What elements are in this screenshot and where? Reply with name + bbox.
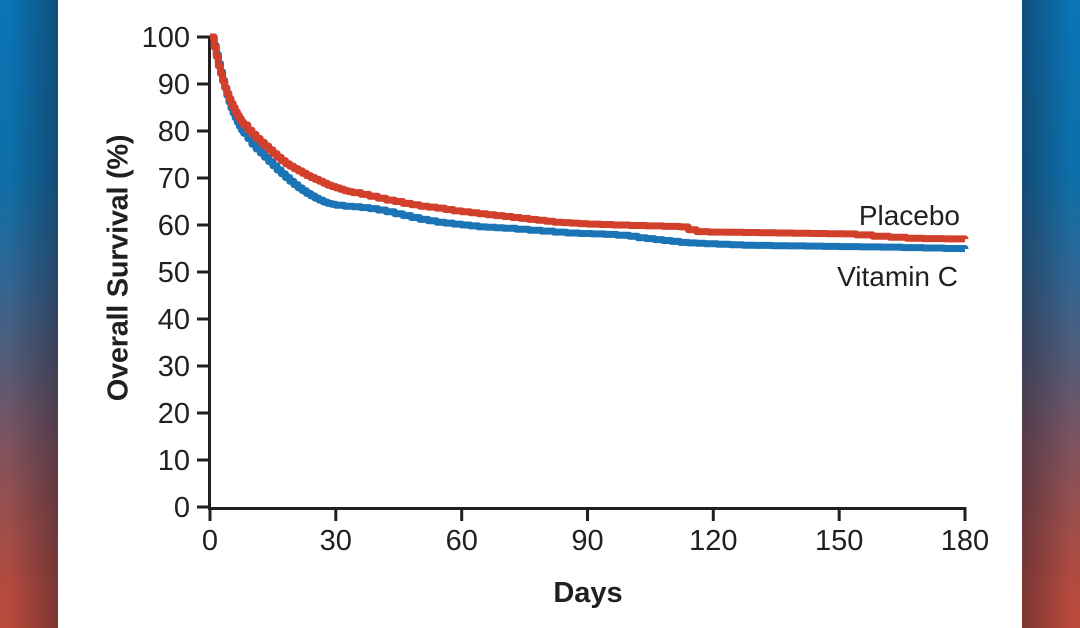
tick-labels: 0 10 20 30 40 50 60 70 80 90 100 0 30 60 90 120 150 180 [142,22,990,557]
x-tick-label: 150 [815,525,863,557]
gradient-shade [0,0,58,628]
x-tick-label: 60 [446,525,478,557]
y-tick-label: 50 [158,257,190,289]
y-tick-label: 100 [142,22,190,54]
series-label-vitamin-c: Vitamin C [837,261,958,292]
y-axis-title: Overall Survival (%) [102,134,135,402]
gradient-fill [0,0,58,628]
background-gradient-right [1022,0,1080,628]
y-tick-label: 10 [158,445,190,477]
series-label-placebo: Placebo [858,200,960,231]
y-tick-label: 30 [158,351,190,383]
y-tick-label: 90 [158,69,190,101]
y-tick-label: 20 [158,398,190,430]
y-tick-label: 0 [174,492,190,524]
x-tick-label: 180 [941,525,989,557]
y-tick-label: 80 [158,116,190,148]
x-tick-label: 90 [571,525,603,557]
axis-lines [197,35,967,521]
curve-vitamin-c [209,33,969,252]
curve-placebo [209,33,969,243]
y-tick-label: 60 [158,210,190,242]
survival-curves [209,33,969,252]
y-tick-label: 70 [158,163,190,195]
y-tick-label: 40 [158,304,190,336]
gradient-fill [1022,0,1080,628]
axes [197,35,967,521]
gradient-shade [1022,0,1080,628]
x-tick-label: 30 [320,525,352,557]
x-tick-label: 120 [689,525,737,557]
x-axis-title: Days [553,577,623,609]
x-tick-label: 0 [202,525,218,557]
background-gradient-left [0,0,58,628]
chart-panel [58,0,1022,628]
